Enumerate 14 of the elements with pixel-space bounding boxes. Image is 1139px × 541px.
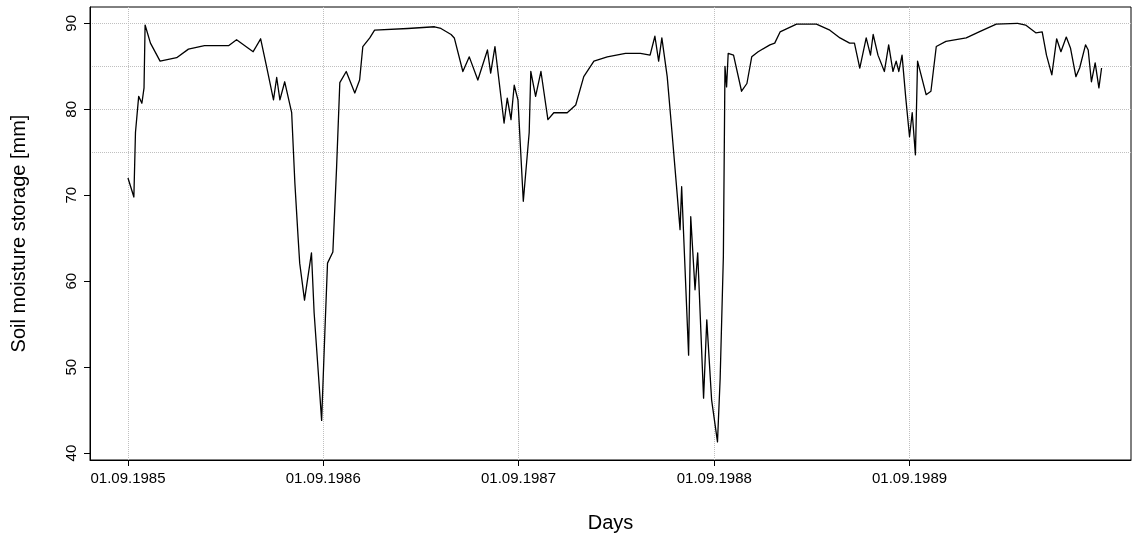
x-tick-label: 01.09.1986	[285, 469, 361, 486]
x-tick-label: 01.09.1989	[871, 469, 948, 486]
y-tick-label: 90	[62, 14, 79, 32]
x-tick-label: 01.09.1985	[90, 469, 166, 486]
x-tick-label: 01.09.1988	[676, 469, 752, 486]
y-tick-label: 50	[62, 358, 79, 376]
y-tick-label: 70	[62, 186, 79, 204]
y-tick-label: 80	[62, 100, 79, 118]
y-tick-label: 40	[62, 444, 79, 462]
y-tick-label: 60	[62, 272, 79, 290]
y-axis-title: Soil moisture storage [mm]	[7, 114, 29, 353]
line-series	[127, 22, 1103, 443]
x-tick-label: 01.09.1987	[480, 469, 557, 486]
x-axis-title: Days	[587, 511, 634, 533]
